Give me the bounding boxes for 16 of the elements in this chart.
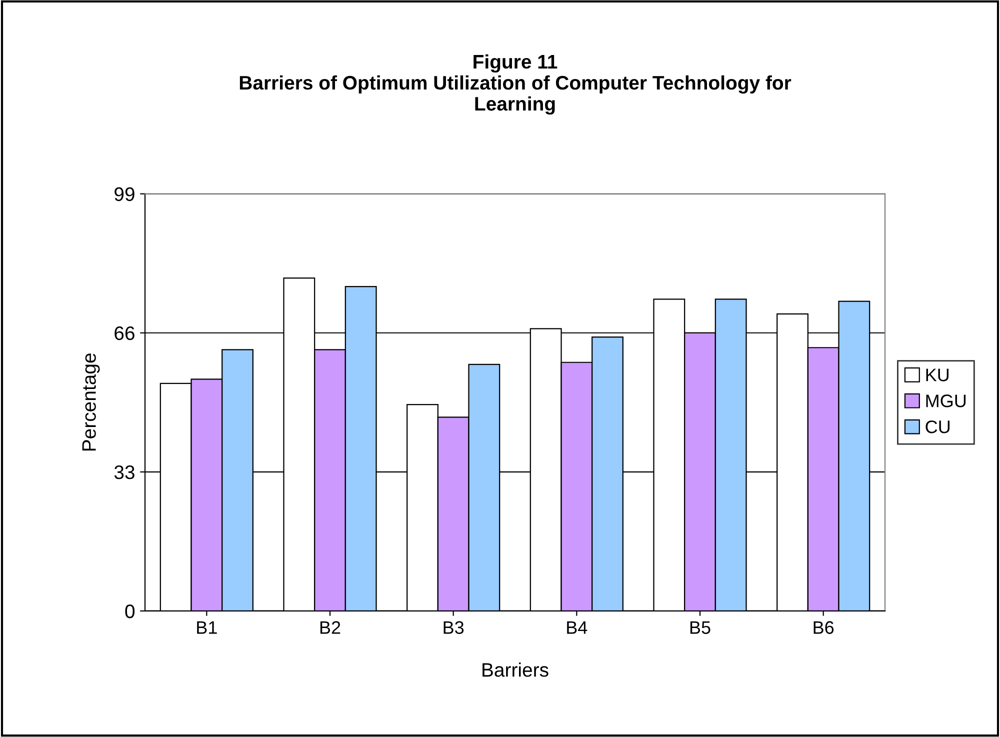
y-tick-label: 33	[114, 465, 134, 480]
legend-label: CU	[926, 420, 950, 434]
y-axis-title: Percentage	[82, 354, 100, 451]
x-tick-label: B1	[197, 621, 217, 634]
chart-title: Figure 11 Barriers of Optimum Utilization of Computer Technology for Learning	[240, 54, 792, 115]
x-tick-label: B5	[690, 621, 710, 634]
x-tick-label: B6	[814, 621, 834, 634]
x-tick-label: B2	[320, 621, 340, 634]
y-tick-label: 66	[114, 326, 134, 340]
x-axis-title: Barriers	[482, 662, 548, 677]
legend-label: MGU	[926, 394, 966, 408]
y-tick-label: 99	[114, 187, 134, 202]
x-tick-label: B3	[444, 621, 464, 634]
y-tick-label: 0	[125, 604, 135, 618]
x-tick-label: B4	[567, 621, 588, 634]
legend-label: KU	[926, 368, 948, 382]
